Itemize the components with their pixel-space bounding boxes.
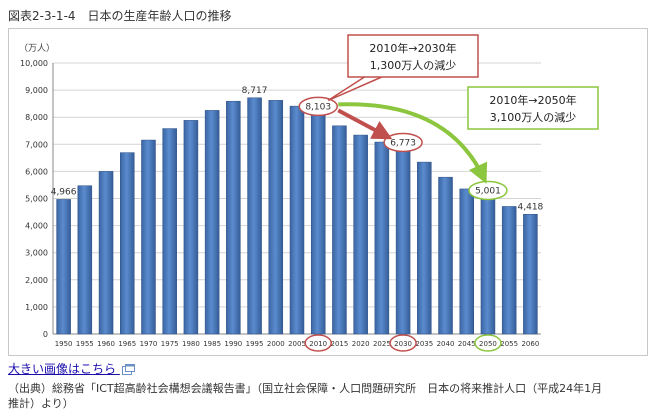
x-tick-label: 2040 [437, 340, 455, 348]
bar-2005 [289, 105, 305, 335]
green-decline-arrow [338, 102, 488, 184]
bar-1950 [56, 199, 71, 335]
bar-2000 [268, 100, 284, 335]
bar-2020 [353, 134, 368, 335]
x-tick-label: 1980 [182, 340, 200, 348]
bar-1995 [247, 97, 262, 335]
highlight-category-oval [304, 334, 332, 352]
unit-label: （万人） [19, 43, 55, 54]
highlight-value-label: 6,773 [390, 138, 416, 148]
x-tick-label: 1985 [203, 340, 221, 348]
bar-2055 [501, 206, 517, 335]
bar-2025 [374, 141, 390, 335]
x-tick-label: 1990 [224, 340, 242, 348]
highlight-oval [468, 180, 508, 201]
red-decline-arrow [337, 108, 393, 140]
y-tick-label: 2,000 [25, 276, 48, 285]
bar-1960 [98, 171, 114, 335]
bar-2035 [417, 161, 432, 335]
x-tick-label: 2025 [373, 340, 391, 348]
data-label: 8,717 [242, 86, 268, 96]
figure-title: 図表2-3-1-4 日本の生産年齢人口の推移 [8, 9, 232, 23]
x-tick-label: 1960 [97, 340, 115, 348]
y-tick-label: 5,000 [25, 195, 48, 204]
bar-2010 [310, 114, 326, 335]
bar-2045 [459, 188, 474, 335]
callout-box [347, 34, 479, 78]
callout-box [467, 86, 599, 130]
x-tick-label: 2015 [331, 340, 349, 348]
highlight-value-label: 5,001 [475, 186, 501, 196]
x-tick-label: 1995 [246, 340, 264, 348]
bar-1990 [226, 100, 241, 335]
bar-1970 [141, 139, 156, 335]
y-tick-label: 10,000 [20, 59, 48, 68]
large-image-link-label: 大きい画像はこちら [8, 362, 117, 376]
x-tick-label: 2050 [479, 340, 497, 348]
callout-line1: 2010年→2030年 [369, 41, 456, 55]
x-tick-label: 2060 [521, 340, 539, 348]
y-tick-label: 9,000 [25, 86, 48, 95]
callout-line1: 2010年→2050年 [489, 93, 576, 107]
highlight-oval [383, 132, 423, 153]
bar-2030 [395, 150, 411, 335]
data-label: 4,966 [51, 187, 77, 197]
x-tick-label: 1955 [76, 340, 94, 348]
bar-1985 [204, 110, 220, 335]
y-tick-label: 4,000 [25, 222, 48, 231]
y-tick-label: 7,000 [25, 140, 48, 149]
y-tick-label: 8,000 [25, 113, 48, 122]
highlight-category-oval [389, 334, 417, 352]
x-tick-label: 2055 [500, 340, 518, 348]
x-tick-label: 2045 [458, 340, 476, 348]
x-tick-label: 2030 [394, 340, 412, 348]
highlight-category-oval [474, 334, 502, 352]
callout-tail [327, 75, 385, 102]
y-tick-label: 0 [43, 330, 48, 339]
callout-line2: 3,100万人の減少 [490, 110, 577, 124]
x-tick-label: 2035 [415, 340, 433, 348]
bar-1955 [77, 185, 93, 335]
highlight-value-label: 8,103 [305, 102, 331, 112]
x-tick-label: 2010 [309, 340, 327, 348]
large-image-link[interactable]: 大きい画像はこちら [8, 360, 135, 377]
x-tick-label: 2000 [267, 340, 285, 348]
highlight-oval [298, 96, 338, 117]
source-note: （出典）総務省「ICT超高齢社会構想会議報告書」（国立社会保障・人口問題研究所 … [8, 382, 603, 410]
x-tick-label: 1950 [55, 340, 73, 348]
callout-line2: 1,300万人の減少 [370, 58, 457, 72]
x-tick-label: 1970 [140, 340, 158, 348]
x-tick-label: 1975 [161, 340, 179, 348]
x-tick-label: 2005 [288, 340, 306, 348]
bar-2015 [332, 125, 347, 335]
y-tick-label: 6,000 [25, 167, 48, 176]
bar-1965 [120, 152, 135, 335]
bar-2060 [523, 214, 538, 335]
data-label: 4,418 [518, 202, 544, 212]
y-tick-label: 3,000 [25, 249, 48, 258]
bar-2040 [438, 176, 453, 335]
bar-1980 [183, 120, 199, 335]
x-tick-label: 1965 [118, 340, 136, 348]
y-tick-label: 1,000 [25, 303, 48, 312]
x-tick-label: 2020 [352, 340, 370, 348]
chart-frame: （万人） 0 1,000 2,000 3,000 4,000 5,000 6,000 7,000… [8, 28, 648, 356]
new-window-icon [121, 364, 135, 375]
bar-1975 [162, 128, 177, 335]
bar-2050 [480, 198, 496, 335]
bar-chart: （万人） 0 1,000 2,000 3,000 4,000 5,000 6,000 7,000… [19, 34, 599, 352]
